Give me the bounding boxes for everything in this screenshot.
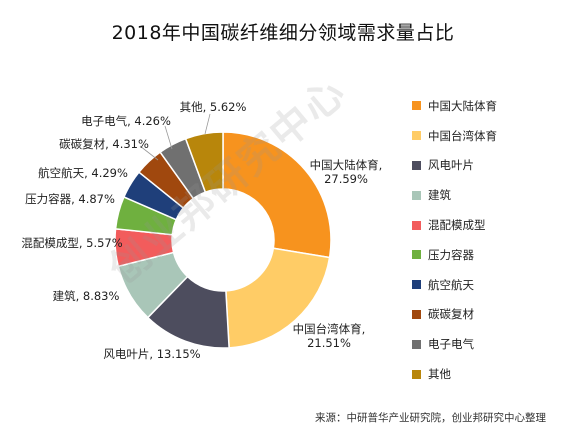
label-leader-lines — [139, 113, 211, 161]
legend-item-9: 电子电气 — [412, 329, 562, 359]
legend-label: 中国台湾体育 — [428, 128, 497, 143]
legend-swatch — [412, 220, 421, 230]
legend: 中国大陆体育 中国台湾体育 风电叶片建筑混配模成型压力容器航空航天碳碳复材电子电气其… — [412, 91, 562, 389]
legend-swatch — [412, 309, 421, 319]
leader-line-9 — [164, 125, 173, 150]
data-label-2: 中国台湾体育, 21.51% — [293, 322, 366, 350]
data-label-5: 混配模成型, 5.57% — [21, 236, 122, 250]
legend-label: 混配模成型 — [428, 218, 486, 233]
legend-swatch — [412, 339, 421, 349]
data-label-1: 中国大陆体育, 27.59% — [310, 158, 383, 186]
legend-item-3: 风电叶片 — [412, 151, 562, 181]
legend-item-8: 碳碳复材 — [412, 300, 562, 330]
legend-label: 航空航天 — [428, 277, 474, 292]
slice-10 — [184, 131, 224, 194]
data-label-6: 压力容器, 4.87% — [25, 192, 115, 206]
data-labels: 中国大陆体育, 27.59% 中国台湾体育, 21.51% 风电叶片, 13.15% 建筑… — [21, 100, 382, 361]
data-label-3: 风电叶片, 13.15% — [103, 347, 200, 361]
data-label-10: 其他, 5.62% — [180, 100, 247, 114]
donut-slices — [114, 131, 332, 349]
slice-2 — [225, 247, 331, 349]
legend-label: 其他 — [428, 367, 451, 382]
leader-line-10 — [204, 113, 211, 135]
legend-swatch — [412, 160, 421, 170]
legend-item-2: 中国台湾体育 — [412, 121, 562, 151]
legend-swatch — [412, 131, 421, 141]
data-label-7: 航空航天, 4.29% — [38, 166, 128, 180]
legend-swatch — [412, 250, 421, 260]
legend-label: 建筑 — [428, 188, 451, 203]
source-note: 来源：中研普华产业研究院，创业邦研究中心整理 — [315, 412, 546, 424]
legend-item-7: 航空航天 — [412, 270, 562, 300]
legend-item-6: 压力容器 — [412, 240, 562, 270]
legend-label: 压力容器 — [428, 247, 474, 262]
legend-item-1: 中国大陆体育 — [412, 91, 562, 121]
data-label-4: 建筑, 8.83% — [53, 289, 120, 303]
legend-label: 中国大陆体育 — [428, 98, 497, 113]
slice-1 — [222, 131, 332, 259]
leader-line-8 — [139, 145, 159, 161]
data-label-8: 碳碳复材, 4.31% — [59, 137, 149, 151]
legend-swatch — [412, 369, 421, 379]
legend-swatch — [412, 280, 421, 290]
legend-label: 电子电气 — [428, 337, 474, 352]
legend-swatch — [412, 190, 421, 200]
chart-title: 2018年中国碳纤维细分领域需求量占比 — [111, 22, 455, 44]
legend-item-10: 其他 — [412, 359, 562, 389]
legend-item-4: 建筑 — [412, 180, 562, 210]
legend-label: 风电叶片 — [428, 158, 474, 173]
legend-label: 碳碳复材 — [428, 307, 474, 322]
legend-swatch — [412, 101, 421, 111]
data-label-9: 电子电气, 4.26% — [81, 114, 171, 128]
legend-item-5: 混配模成型 — [412, 210, 562, 240]
